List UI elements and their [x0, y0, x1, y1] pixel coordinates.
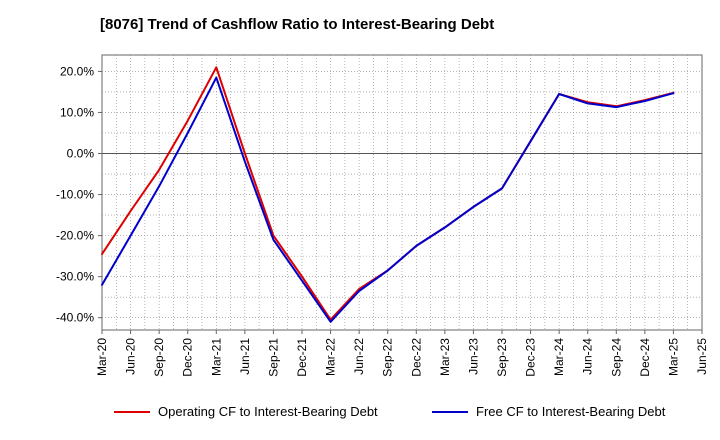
x-tick-label: Jun-20 — [124, 338, 138, 375]
plot-area — [101, 54, 703, 331]
x-tick-label: Jun-24 — [581, 338, 595, 375]
y-tick-label: 10.0% — [60, 105, 94, 119]
vertical-gridlines — [115, 55, 689, 330]
x-tick-label: Jun-23 — [466, 338, 480, 375]
x-tick-label: Mar-20 — [95, 338, 109, 376]
legend-label-operating: Operating CF to Interest-Bearing Debt — [158, 404, 378, 419]
x-tick-label: Dec-21 — [295, 338, 309, 377]
chart-title: [8076] Trend of Cashflow Ratio to Intere… — [100, 16, 495, 33]
y-tick-label: -40.0% — [56, 311, 94, 325]
legend: Operating CF to Interest-Bearing Debt Fr… — [0, 404, 720, 426]
x-tick-label: Jun-25 — [695, 338, 709, 375]
legend-swatch-operating — [114, 410, 150, 413]
x-tick-label: Mar-23 — [438, 338, 452, 376]
x-tick-label: Sep-20 — [152, 338, 166, 377]
y-tick-label: -30.0% — [56, 270, 94, 284]
x-tick-label: Mar-25 — [666, 338, 680, 376]
x-axis-tick-labels: Mar-20 Jun-20 Sep-20 Dec-20 Mar-21 Jun-21 Sep-… — [95, 330, 709, 377]
series-line-free-cf — [101, 76, 675, 323]
legend-label-free: Free CF to Interest-Bearing Debt — [476, 404, 666, 419]
x-tick-label: Sep-23 — [495, 338, 509, 377]
x-tick-label: Mar-24 — [552, 338, 566, 376]
x-tick-label: Jun-21 — [238, 338, 252, 375]
x-tick-label: Dec-20 — [181, 338, 195, 377]
x-tick-label: Dec-22 — [409, 338, 423, 377]
x-tick-label: Dec-24 — [638, 338, 652, 377]
x-tick-label: Sep-22 — [381, 338, 395, 377]
y-tick-label: -10.0% — [56, 188, 94, 202]
chart-plot: 20.0% 10.0% 0.0% -10.0% -20.0% -30.0% -40.0% M… — [56, 54, 709, 377]
x-tick-label: Sep-21 — [266, 338, 280, 377]
x-tick-label: Sep-24 — [609, 338, 623, 377]
legend-swatch-free — [432, 410, 468, 413]
y-tick-label: 0.0% — [67, 147, 95, 161]
legend-item-operating: Operating CF to Interest-Bearing Debt — [114, 404, 378, 419]
y-tick-label: 20.0% — [60, 64, 94, 78]
x-tick-label: Mar-21 — [209, 338, 223, 376]
x-tick-label: Mar-22 — [324, 338, 338, 376]
x-tick-label: Jun-22 — [352, 338, 366, 375]
y-tick-label: -20.0% — [56, 229, 94, 243]
legend-item-free: Free CF to Interest-Bearing Debt — [432, 404, 665, 419]
y-axis-tick-labels: 20.0% 10.0% 0.0% -10.0% -20.0% -30.0% -40.0% — [56, 64, 102, 325]
x-tick-label: Dec-23 — [524, 338, 538, 377]
series-lines — [101, 66, 675, 323]
